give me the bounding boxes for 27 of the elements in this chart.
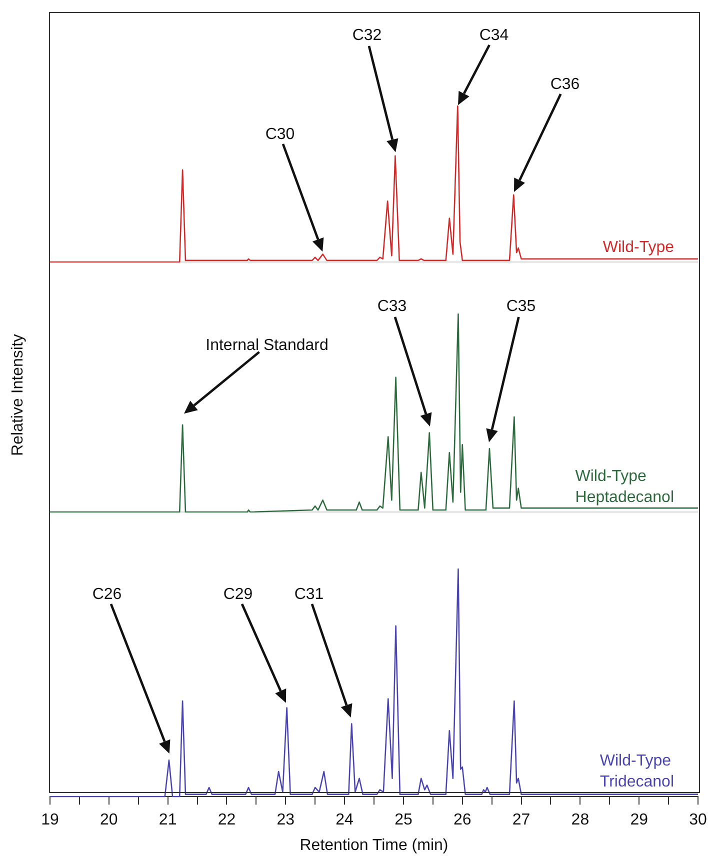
text: C32 [352, 27, 382, 45]
series-label: Wild-Type Heptadecanol [575, 468, 674, 506]
x-axis-title: Retention Time (min) [300, 836, 448, 854]
annotation: C30 [265, 126, 295, 144]
x-tick-label: 28 [571, 812, 590, 829]
x-tick-label: 24 [336, 812, 354, 829]
text: C34 [479, 27, 509, 45]
x-tick-label: 21 [158, 812, 177, 829]
x-tick-label: 23 [276, 812, 295, 829]
text: C36 [550, 76, 580, 94]
y-axis-title: Relative Intensity [9, 334, 26, 456]
annotation: C26 [92, 586, 122, 604]
x-tick-label: 29 [630, 812, 648, 829]
annotation: Internal Standard [206, 337, 328, 355]
series-label: Wild-Type Tridecanol [600, 752, 674, 791]
x-tick-label: 30 [689, 812, 707, 829]
annotation: C33 [377, 298, 407, 316]
annotation: C29 [223, 586, 253, 604]
x-tick-label: 22 [218, 812, 236, 829]
annotation: C35 [506, 298, 536, 316]
series-label: Wild-Type [602, 239, 674, 256]
x-tick-label: 27 [512, 812, 530, 829]
annotation: C31 [294, 586, 324, 604]
x-tick-label: 20 [100, 812, 118, 829]
x-tick-label: 26 [453, 812, 472, 829]
x-tick-label: 19 [41, 812, 59, 829]
x-tick-label: 25 [394, 812, 412, 829]
